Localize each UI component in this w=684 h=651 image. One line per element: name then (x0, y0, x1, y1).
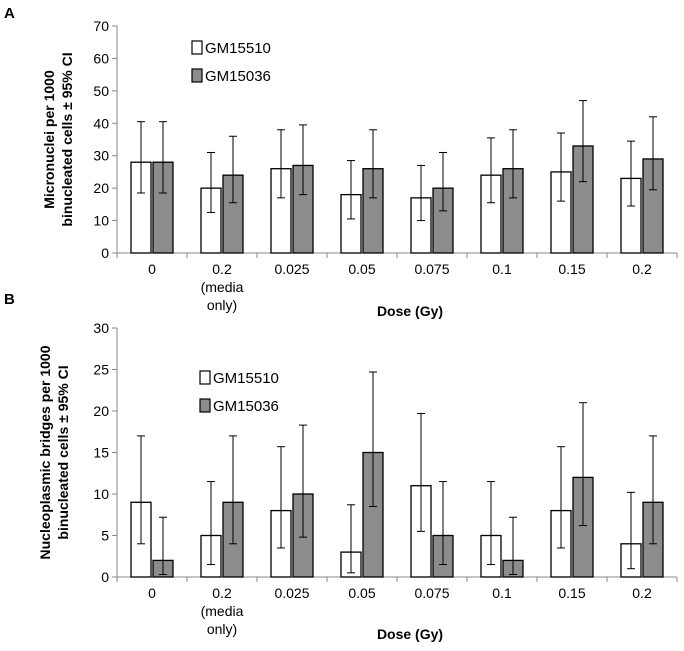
y-tick-label: 30 (93, 148, 109, 164)
chart-panel-b: B 0 5 10 15 20 25 30 0 0.2 (media only) 0.025 0.05 0.0… (4, 291, 678, 642)
legend-swatch-gm15510 (191, 40, 203, 55)
legend: GM15510 GM15036 (199, 370, 279, 415)
y-tick-label: 20 (93, 403, 109, 419)
y-axis-label: Micronuclei per 1000 (41, 70, 57, 209)
y-tick-label: 0 (101, 245, 109, 261)
x-tick-label: 0 (148, 261, 156, 277)
y-tick-label: 0 (101, 569, 109, 585)
x-axis-label: Dose (Gy) (377, 303, 443, 319)
x-tick-label: 0.075 (414, 585, 449, 601)
y-tick-label: 60 (93, 50, 109, 66)
y-tick-label: 15 (93, 445, 109, 461)
y-tick-label: 50 (93, 83, 109, 99)
panel-label: B (4, 291, 15, 308)
x-tick-label: 0.05 (348, 585, 375, 601)
x-tick-label: 0.1 (492, 585, 512, 601)
legend-swatch-gm15510 (199, 370, 211, 385)
y-tick-label: 40 (93, 115, 109, 131)
y-tick-label: 10 (93, 486, 109, 502)
x-tick-label: (media (201, 279, 244, 295)
x-tick-label: 0.025 (274, 585, 309, 601)
x-tick-label: 0.2 (632, 585, 652, 601)
y-tick-label: 30 (93, 320, 109, 336)
y-tick-label: 10 (93, 213, 109, 229)
legend-label: GM15036 (205, 68, 271, 85)
x-tick-label: only) (207, 297, 237, 313)
legend: GM15510 GM15036 (191, 40, 271, 85)
x-tick-label: 0.05 (348, 261, 375, 277)
y-tick-label: 5 (101, 528, 109, 544)
x-tick-label: only) (207, 621, 237, 637)
y-axis-label: binucleated cells ± 95% CI (55, 365, 71, 539)
x-tick-label: 0.1 (492, 261, 512, 277)
legend-label: GM15510 (205, 40, 271, 57)
x-tick-label: (media (201, 603, 244, 619)
chart-panel-a: A 0 10 20 30 40 50 60 70 0 0.2 (media only) 0.025 0.05… (4, 5, 678, 319)
x-tick-label: 0.025 (274, 261, 309, 277)
panel-label: A (4, 5, 15, 22)
y-tick-label: 20 (93, 180, 109, 196)
legend-label: GM15510 (213, 370, 279, 387)
x-tick-label: 0.075 (414, 261, 449, 277)
x-tick-label: 0.15 (558, 585, 585, 601)
y-tick-label: 70 (93, 18, 109, 34)
x-tick-label: 0.2 (212, 261, 232, 277)
y-axis-label: binucleated cells ± 95% CI (59, 52, 75, 226)
y-tick-label: 25 (93, 362, 109, 378)
x-tick-label: 0.2 (212, 585, 232, 601)
y-axis-label: Nucleoplasmic bridges per 1000 (37, 345, 53, 559)
x-axis-label: Dose (Gy) (377, 626, 443, 642)
legend-label: GM15036 (213, 398, 279, 415)
x-tick-label: 0 (148, 585, 156, 601)
x-tick-label: 0.2 (632, 261, 652, 277)
x-tick-label: 0.15 (558, 261, 585, 277)
legend-swatch-gm15036 (191, 68, 203, 83)
legend-swatch-gm15036 (199, 398, 211, 413)
